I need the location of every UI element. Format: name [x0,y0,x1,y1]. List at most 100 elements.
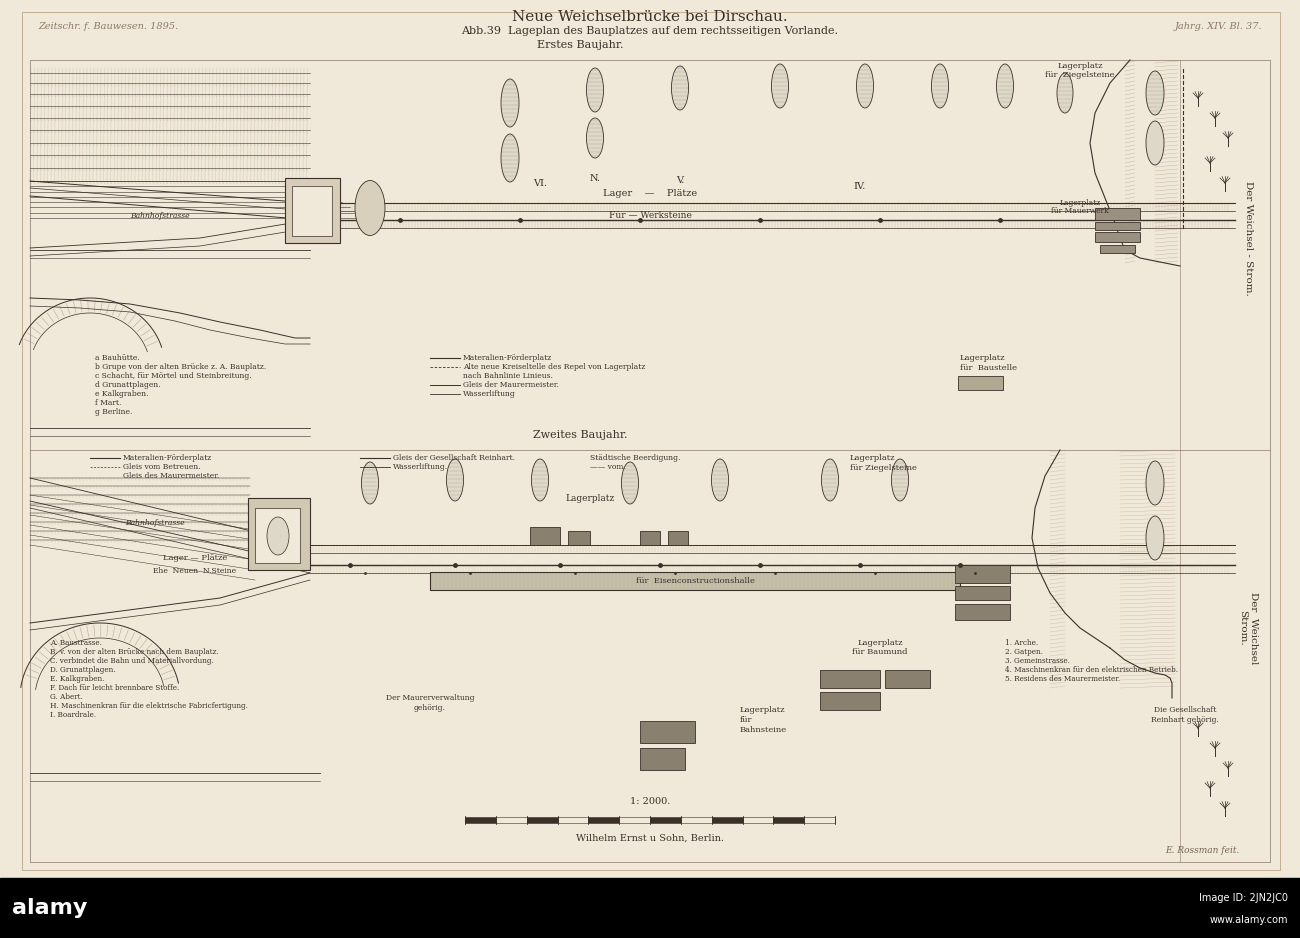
Bar [956,565,1010,583]
Ellipse shape [266,517,289,555]
Ellipse shape [997,64,1014,108]
Text: nach Bahnlinie Linieus.: nach Bahnlinie Linieus. [463,372,552,380]
Text: Materalien-Förderplatz: Materalien-Förderplatz [124,454,212,462]
Bar [1095,222,1140,230]
Text: Der Weichsel - Strom.: Der Weichsel - Strom. [1244,181,1252,295]
Text: Lagerplatz: Lagerplatz [566,493,615,503]
Bar [430,572,959,590]
Bar [292,186,332,236]
Text: b Grupe von der alten Brücke z. A. Bauplatz.: b Grupe von der alten Brücke z. A. Baupl… [95,363,266,371]
Text: f Mart.: f Mart. [95,399,121,407]
Text: Zeitschr. f. Bauwesen. 1895.: Zeitschr. f. Bauwesen. 1895. [38,22,178,31]
Bar [465,817,495,823]
Ellipse shape [1147,121,1164,165]
Text: Alte neue Kreiseltelle des Repel von Lagerplatz: Alte neue Kreiseltelle des Repel von Lag… [463,363,645,371]
Bar [885,670,930,688]
Ellipse shape [1147,71,1164,115]
Bar [568,531,590,545]
Bar [956,604,1010,620]
Text: g Berline.: g Berline. [95,408,133,416]
Text: Ehe  Neuen  N.Steine: Ehe Neuen N.Steine [153,567,237,575]
Text: Lager    —    Plätze: Lager — Plätze [603,189,697,198]
Text: A. Baustrasse.: A. Baustrasse. [49,639,101,647]
Ellipse shape [1147,461,1164,505]
Text: Neue Weichselbrücke bei Dirschau.: Neue Weichselbrücke bei Dirschau. [512,10,788,24]
Bar [958,376,1004,390]
Ellipse shape [672,66,689,110]
Bar [956,586,1010,600]
Text: 3. Gemeinstrasse.: 3. Gemeinstrasse. [1005,657,1070,665]
Text: Bahnsteine: Bahnsteine [740,726,786,734]
Text: gehörig.: gehörig. [415,704,446,712]
Text: Lagerplatz: Lagerplatz [740,706,785,714]
Text: Erstes Baujahr.: Erstes Baujahr. [537,40,623,50]
Ellipse shape [892,459,909,501]
Text: Image ID: 2JN2JC0: Image ID: 2JN2JC0 [1199,893,1288,903]
Text: C. verbindet die Bahn und Materiallvordung.: C. verbindet die Bahn und Materiallvordu… [49,657,213,665]
Bar [1100,245,1135,253]
Text: Wasserliftung.: Wasserliftung. [393,463,448,471]
Ellipse shape [857,64,874,108]
Bar [668,531,688,545]
Text: e Kalkgraben.: e Kalkgraben. [95,390,148,398]
Text: VI.: VI. [533,178,547,188]
Text: Materalien-Förderplatz: Materalien-Förderplatz [463,354,552,362]
Bar [650,817,681,823]
Text: Abb.39  Lageplan des Bauplatzes auf dem rechtsseitigen Vorlande.: Abb.39 Lageplan des Bauplatzes auf dem r… [462,26,838,36]
Text: D. Grunattplagen.: D. Grunattplagen. [49,666,116,674]
Ellipse shape [532,459,549,501]
Bar [248,498,309,570]
Text: Gleis des Maurermeister.: Gleis des Maurermeister. [124,472,220,480]
Ellipse shape [1147,516,1164,560]
Text: für  Ziegelsteine: für Ziegelsteine [1045,71,1115,79]
Text: Die Gesellschaft: Die Gesellschaft [1154,706,1217,714]
Ellipse shape [586,68,603,112]
Text: IV.: IV. [854,181,866,190]
Ellipse shape [500,134,519,182]
Text: 5. Residens des Maurermeister.: 5. Residens des Maurermeister. [1005,675,1121,683]
Text: Gleis der Gesellschaft Reinhart.: Gleis der Gesellschaft Reinhart. [393,454,515,462]
Text: Wilhelm Ernst u Sohn, Berlin.: Wilhelm Ernst u Sohn, Berlin. [576,834,724,842]
Text: Jahrg. XIV. Bl. 37.: Jahrg. XIV. Bl. 37. [1174,22,1262,31]
Text: Bahnhofstrasse: Bahnhofstrasse [130,212,190,220]
Text: für: für [740,716,753,724]
Text: Städtische Beerdigung.: Städtische Beerdigung. [590,454,680,462]
Text: 1. Arche.: 1. Arche. [1005,639,1039,647]
Text: Lager — Plätze: Lager — Plätze [162,554,228,562]
Text: a Bauhütte.: a Bauhütte. [95,354,140,362]
Text: Reinhart gehörig.: Reinhart gehörig. [1150,716,1219,724]
Bar [774,817,805,823]
Text: Lagerplatz: Lagerplatz [1057,62,1102,70]
Text: alamy: alamy [12,898,87,918]
Text: 1: 2000.: 1: 2000. [629,796,671,806]
Text: I. Boardrale.: I. Boardrale. [49,711,96,719]
Bar [742,817,774,823]
Bar [820,692,880,710]
Text: Gleis der Maurermeister.: Gleis der Maurermeister. [463,381,559,389]
Ellipse shape [822,459,838,501]
Text: Zweites Baujahr.: Zweites Baujahr. [533,430,627,440]
Text: für Baumund: für Baumund [853,648,907,656]
Text: Lagerplatz: Lagerplatz [857,639,902,647]
Bar [640,748,685,770]
Text: Für — Werksteine: Für — Werksteine [608,210,692,219]
Text: G. Abert.: G. Abert. [49,693,83,701]
Text: N.: N. [589,174,601,183]
Bar [558,817,589,823]
Text: Bahnhofstrasse: Bahnhofstrasse [125,519,185,527]
Bar [1095,208,1140,220]
Text: d Grunattplagen.: d Grunattplagen. [95,381,161,389]
Bar [640,721,696,743]
Text: H. Maschinenkran für die elektrische Fabricfertigung.: H. Maschinenkran für die elektrische Fab… [49,702,248,710]
Bar [526,817,558,823]
Text: Der  Weichsel
Strom.: Der Weichsel Strom. [1239,592,1257,664]
Text: Lagerplatz: Lagerplatz [1060,199,1101,207]
Text: Gleis vom Betreuen.: Gleis vom Betreuen. [124,463,200,471]
Bar [0,878,1300,938]
Bar [255,508,300,563]
Text: —— vom.: —— vom. [590,463,625,471]
Bar [285,178,341,243]
Bar [1095,232,1140,242]
Text: Wasserliftung: Wasserliftung [463,390,516,398]
Text: für  Eisenconstructionshalle: für Eisenconstructionshalle [636,577,754,585]
